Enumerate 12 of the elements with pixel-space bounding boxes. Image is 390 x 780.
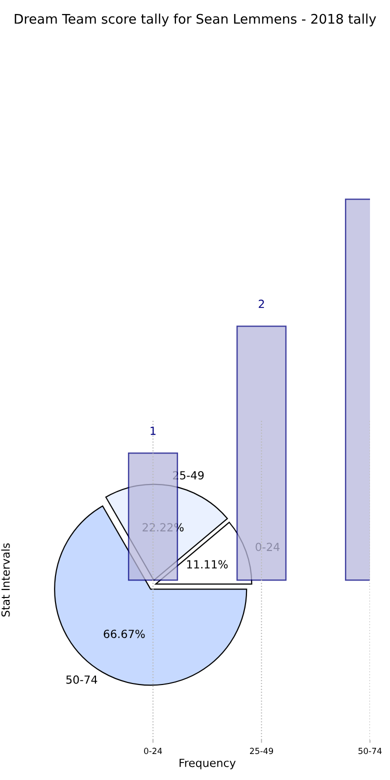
x-tick-label: 50-74 bbox=[358, 748, 382, 754]
slice-label: 50-74 bbox=[66, 675, 98, 684]
y-axis-title: Stat Intervals bbox=[1, 543, 10, 616]
data-label: 2 bbox=[258, 300, 264, 308]
data-label: 1 bbox=[150, 426, 156, 435]
chart-title: Dream Team score tally for Sean Lemmens - 2018 tally bbox=[14, 14, 376, 26]
slice-label: 0-24 bbox=[256, 542, 280, 552]
x-axis-title: Frequency bbox=[180, 758, 236, 770]
x-tick-label: 0-24 bbox=[144, 748, 162, 754]
x-tick-label: 25-49 bbox=[250, 748, 274, 754]
data-label: 11.11% bbox=[187, 560, 228, 569]
data-label: 66.67% bbox=[104, 630, 145, 638]
